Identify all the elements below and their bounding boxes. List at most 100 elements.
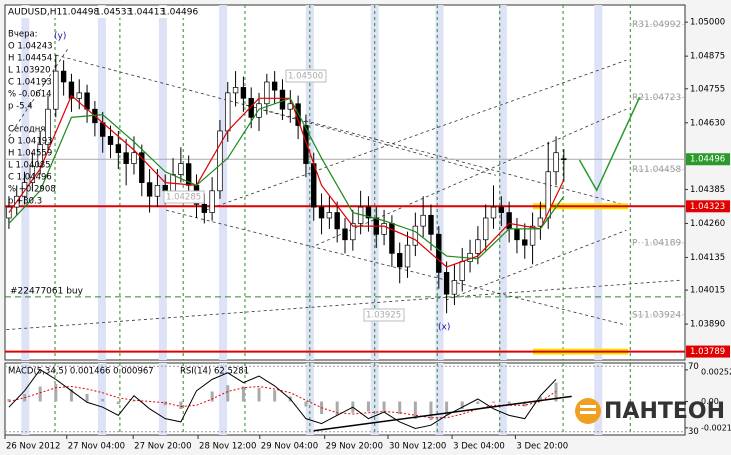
y-tick-label: 1.04135 (690, 253, 725, 263)
info-line: C 1.04193 (8, 78, 52, 88)
x-tick-label: 3 Dec 04:00 (453, 442, 505, 452)
candle-body (498, 206, 505, 213)
candle-body (60, 70, 67, 83)
y-tick-label: 1.04015 (690, 286, 725, 296)
rsi-trendline (313, 395, 572, 432)
session-band (498, 363, 507, 435)
macd-bar (554, 382, 558, 402)
candle-body (139, 152, 145, 183)
candle-body (279, 89, 286, 110)
macd-bar (523, 401, 527, 407)
macd-bar (429, 401, 433, 421)
x-tick-label: 30 Nov 12:00 (389, 442, 446, 452)
macd-bar (445, 401, 449, 416)
candle-body (350, 223, 356, 241)
wave-label: (x) (438, 323, 450, 333)
symbol: AUDUSD,H1 (8, 8, 62, 18)
x-tick-label: 3 Dec 20:00 (516, 442, 568, 452)
candle-body (420, 214, 426, 227)
candle-body (76, 92, 82, 99)
info-line: % +0.2908 (8, 185, 56, 195)
macd-bar (132, 400, 136, 402)
info-line: O 1.04193 (8, 137, 53, 147)
pivot-value: 1.03924 (644, 310, 681, 320)
logo-icon (580, 411, 596, 414)
annotation-box (363, 308, 405, 322)
axes: 1.05000 1.04875 1.04755 1.04630 1.04385 1.042… (4, 18, 731, 452)
macd-bar (398, 401, 402, 414)
candle-body (326, 212, 333, 219)
price-label: 1.04323 (690, 202, 725, 212)
trendline (165, 209, 627, 326)
candle-body (334, 212, 340, 230)
candle-body (107, 136, 114, 145)
pivot-value: 1.04723 (644, 93, 681, 103)
macd-bar (366, 401, 370, 412)
session-band (594, 5, 603, 360)
pivot-value: 1.04189 (644, 238, 681, 248)
annotation-box (163, 190, 205, 204)
logo-icon (580, 405, 596, 408)
x-tick-label: 28 Nov 12:00 (199, 442, 256, 452)
session-band (370, 5, 379, 360)
session-band (435, 5, 444, 360)
macd-bar (304, 401, 308, 407)
last-close: 1.04496 (161, 8, 198, 18)
pivot-value: 1.04458 (644, 165, 681, 175)
candle-body (264, 81, 270, 105)
macd-bar (54, 384, 58, 402)
session-band (158, 363, 167, 435)
candle-body (131, 152, 137, 164)
info-line: L 1.03920 (8, 66, 51, 76)
candle-body (436, 233, 442, 273)
info-line: C 1.04496 (8, 173, 52, 183)
annotation: 1.04285 (166, 193, 201, 203)
session-band (219, 363, 228, 435)
candle-body (248, 97, 254, 118)
session-band (305, 5, 314, 360)
header-bg (6, 6, 196, 18)
main-panel (4, 4, 686, 361)
session-band (435, 363, 444, 435)
trendline (315, 108, 627, 246)
candle-body (162, 185, 168, 192)
pivot-name: R1 (632, 165, 644, 175)
trendline (245, 104, 496, 176)
candle-body (115, 144, 122, 154)
candle-body (178, 163, 184, 175)
candle-body (482, 217, 489, 241)
macd-bar (163, 401, 167, 406)
macd-signal (8, 385, 557, 419)
candle-body (475, 239, 481, 254)
pivot-name: S1 (632, 310, 643, 320)
candle-body (412, 225, 419, 246)
trendline (445, 229, 627, 301)
candle-body (37, 144, 43, 167)
macd-bar (116, 401, 120, 404)
x-tick-label: 27 Nov 20:00 (134, 442, 191, 452)
macd-bar (538, 396, 542, 402)
price-label: 1.03789 (690, 347, 725, 357)
candle-body (21, 182, 28, 197)
info-line: Вчера: (8, 30, 38, 40)
sub-tick-label: 70 (688, 362, 699, 372)
info-line: Сегодня (8, 125, 45, 135)
price-label: 1.04496 (690, 155, 725, 165)
annotation-box (285, 69, 327, 83)
session-band (158, 5, 167, 360)
sub-plot (5, 363, 685, 435)
candle-body (217, 130, 223, 192)
price-box (686, 153, 730, 166)
candle-body (537, 217, 544, 227)
candle-body (545, 171, 551, 219)
y-tick-label: 1.04260 (690, 219, 725, 229)
info-line: L 1.04085 (8, 161, 51, 171)
macd-bar (85, 394, 89, 402)
candle-body (68, 81, 75, 99)
macd-bar (335, 401, 339, 416)
session-band (97, 5, 106, 360)
y-tick-label: 1.04755 (690, 84, 725, 94)
y-tick-label: 1.05000 (690, 18, 725, 28)
